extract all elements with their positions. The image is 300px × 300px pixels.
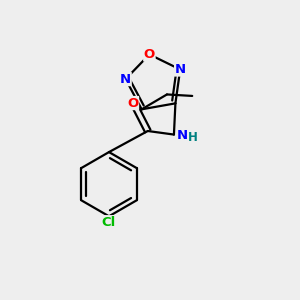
Text: Cl: Cl	[102, 216, 116, 229]
Text: O: O	[144, 48, 155, 61]
Text: N: N	[177, 129, 188, 142]
Text: N: N	[120, 73, 131, 85]
Text: H: H	[188, 131, 198, 144]
Text: O: O	[127, 97, 139, 110]
Text: N: N	[175, 63, 186, 76]
